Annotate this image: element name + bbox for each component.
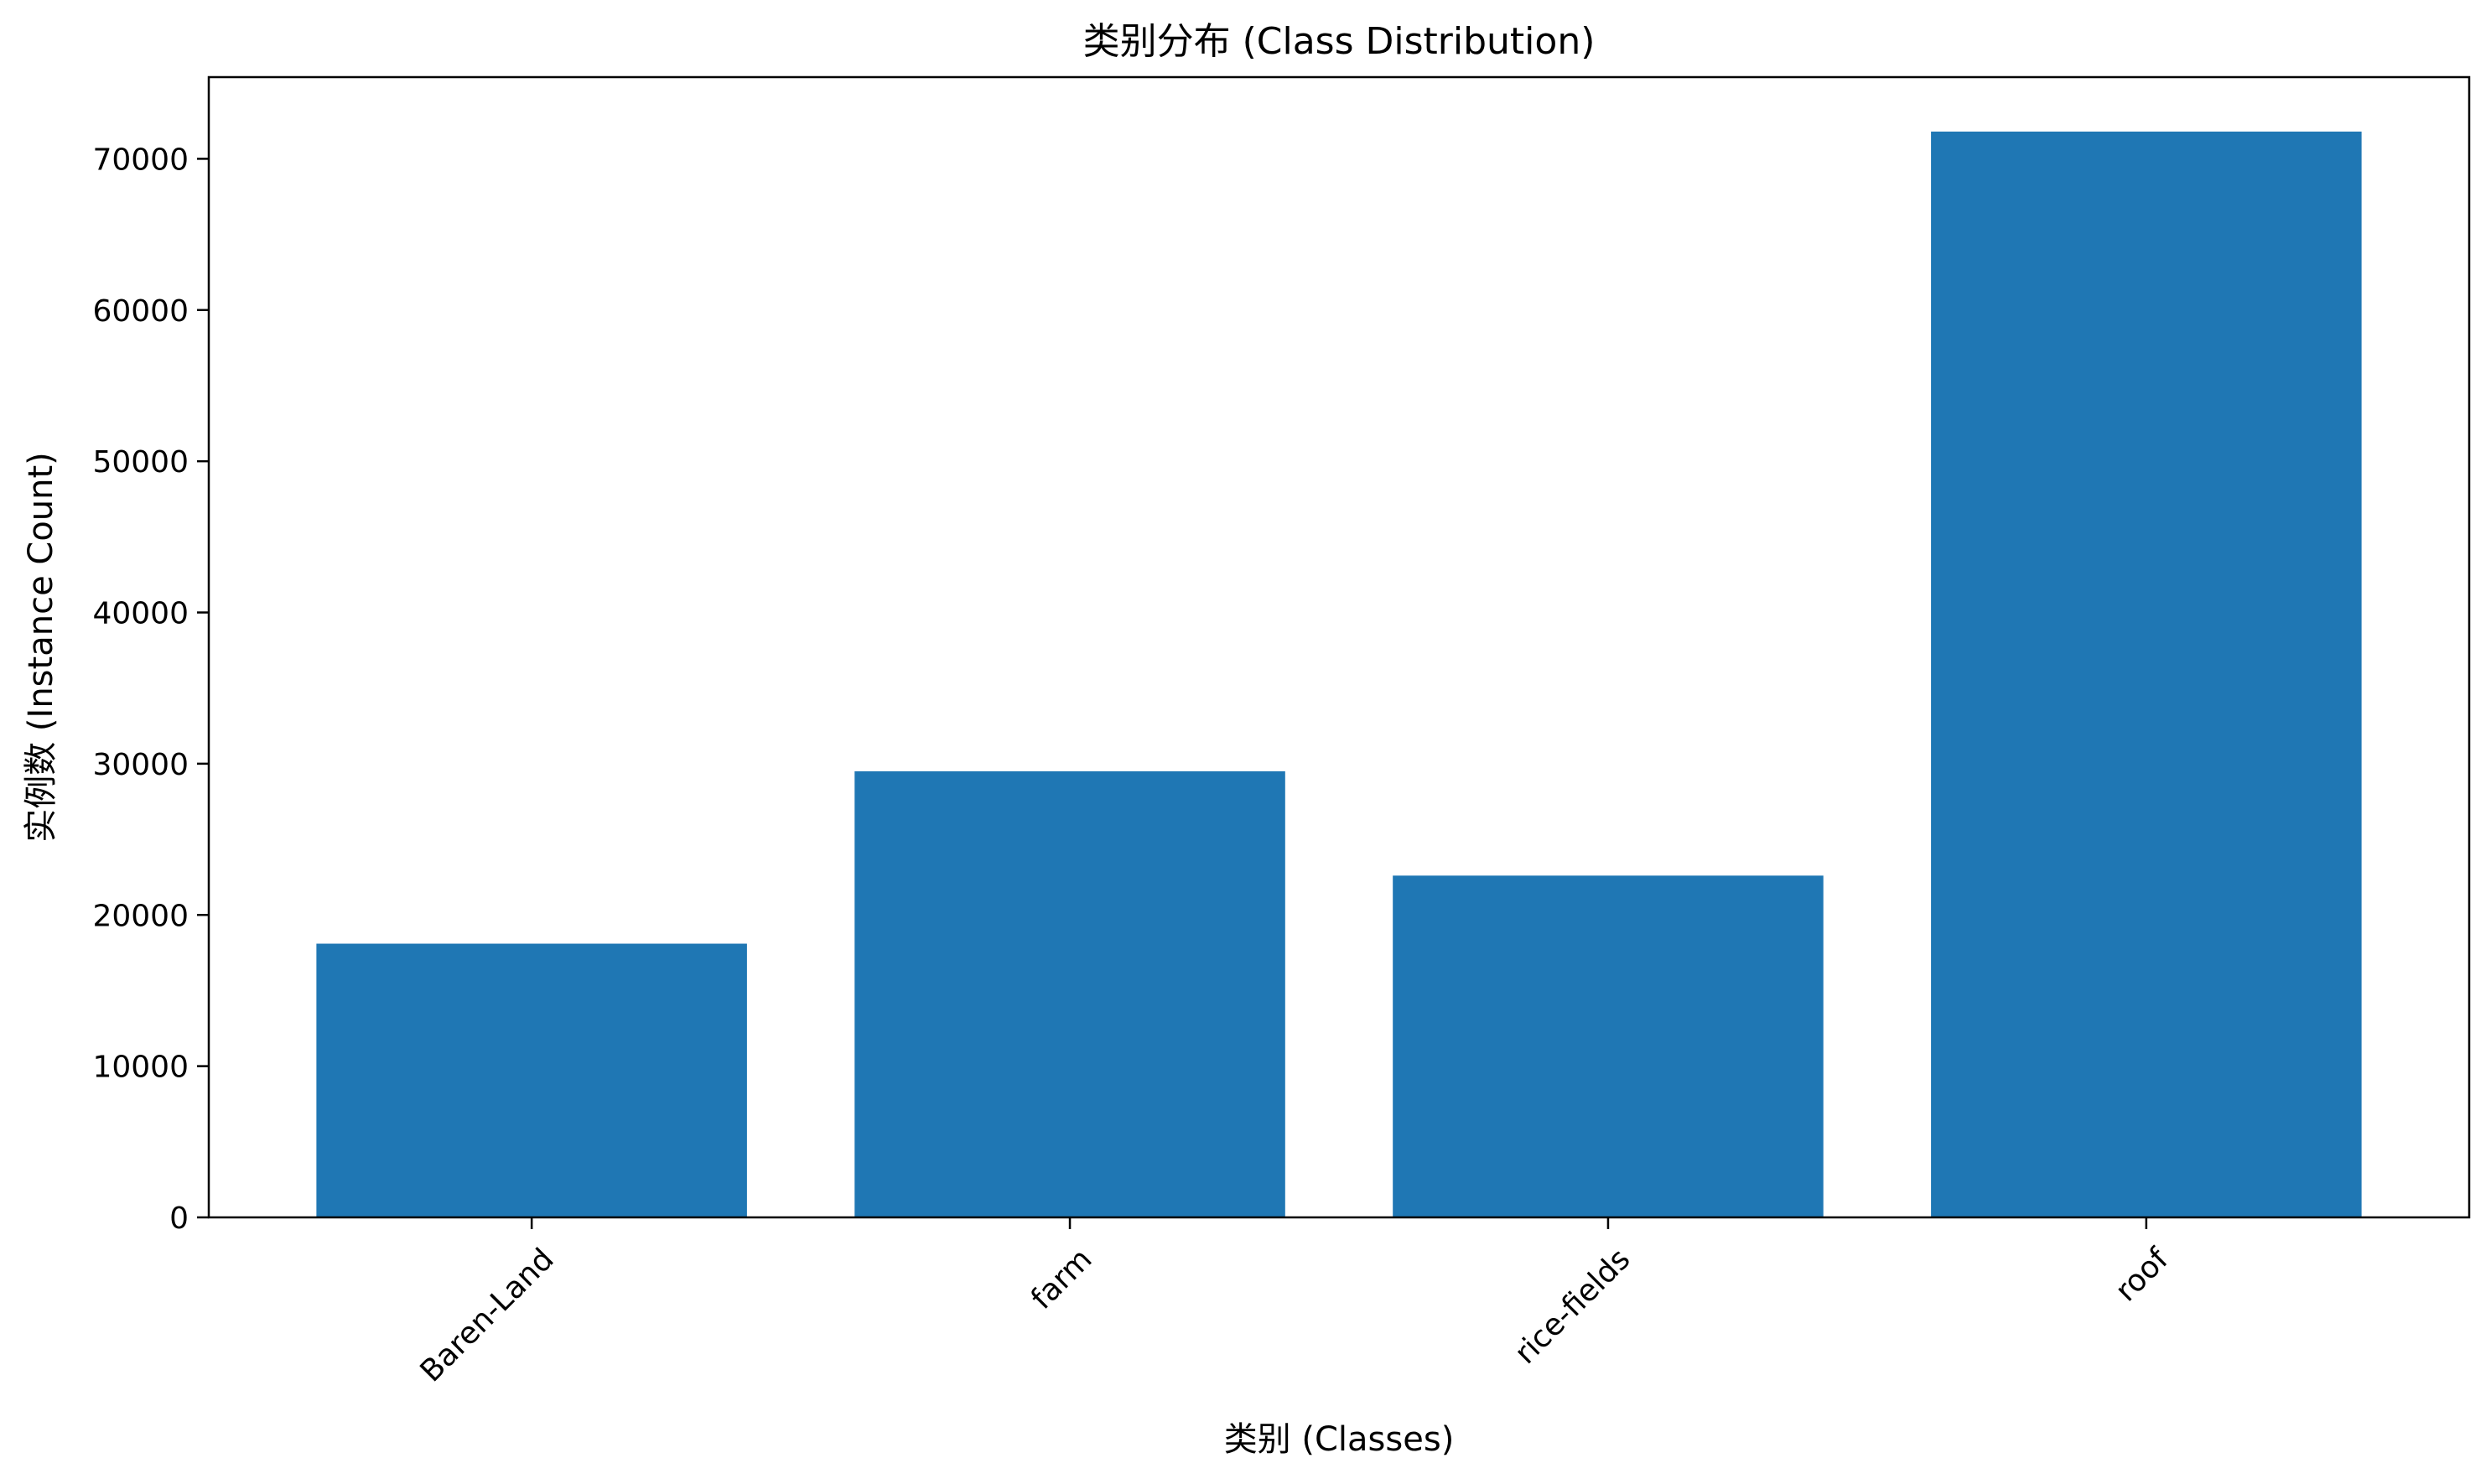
y-tick-label: 50000 [92,445,189,480]
y-tick-label: 0 [169,1201,189,1236]
y-tick-label: 30000 [92,748,189,782]
bar-roof [1931,131,2362,1218]
y-axis-label: 实例数 (Instance Count) [22,452,60,843]
y-tick-label: 20000 [92,899,189,933]
y-tick-label: 10000 [92,1051,189,1085]
x-axis-label: 类别 (Classes) [1224,1420,1455,1459]
bar-rice-fields [1393,875,1824,1217]
bars-layer [316,131,2362,1218]
bar-baren-land [316,943,747,1217]
chart-title: 类别分布 (Class Distribution) [1083,20,1596,63]
bar-farm [854,771,1285,1217]
y-tick-label: 40000 [92,597,189,631]
plot-frame [207,75,2471,1219]
y-tick-label: 60000 [92,294,189,329]
y-tick-label: 70000 [92,143,189,177]
